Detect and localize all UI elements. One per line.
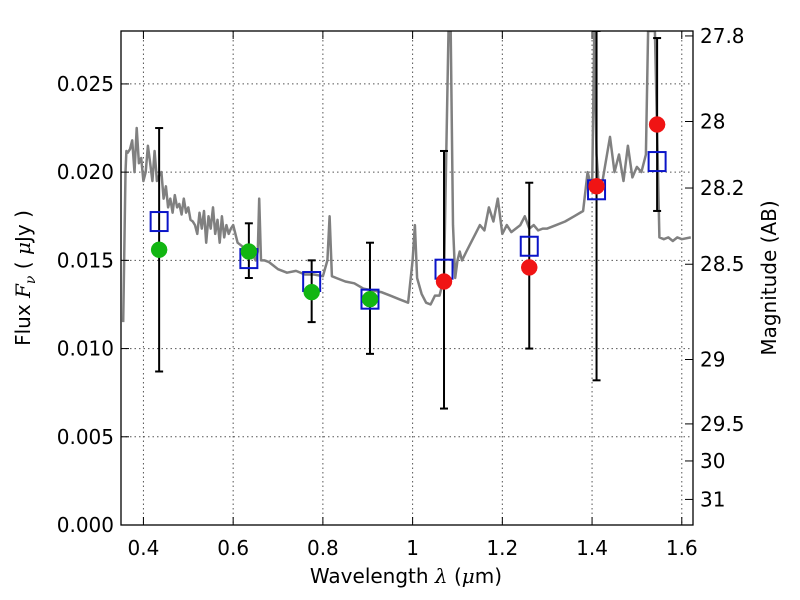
x-tick-label: 1.2 <box>486 536 518 560</box>
y-tick-label: 0.020 <box>57 160 114 184</box>
y2-tick-label: 27.8 <box>700 24 745 48</box>
x-tick-label: 0.4 <box>128 536 160 560</box>
y2-tick-label: 28.5 <box>700 252 745 276</box>
x-tick-label: 1.6 <box>666 536 698 560</box>
y2-tick-label: 31 <box>700 487 725 511</box>
y-tick-label: 0.000 <box>57 513 114 537</box>
x-tick-label: 1 <box>406 536 419 560</box>
y2-tick-label: 29.5 <box>700 412 745 436</box>
x-axis-label-unit-symbol: μ <box>462 564 475 588</box>
y-tick-label: 0.010 <box>57 337 114 361</box>
y2-tick-label: 28 <box>700 110 725 134</box>
measured-point-optical <box>303 283 320 301</box>
plot-area <box>121 31 693 525</box>
y2-tick-label: 29 <box>700 348 725 372</box>
x-tick-label: 1.4 <box>576 536 608 560</box>
measured-point-optical <box>361 290 379 308</box>
x-tick-label: 0.8 <box>307 536 339 560</box>
x-axis-label-open: ( <box>448 564 462 588</box>
y2-tick-label: 28.2 <box>700 176 745 200</box>
y2-tick-label: 30 <box>700 449 725 473</box>
y-axis-label-open: ( <box>11 255 35 276</box>
model-photometry-square <box>647 151 667 173</box>
y2-axis-label: Magnitude (AB) <box>757 200 781 355</box>
measured-point-nir <box>521 259 538 276</box>
y-tick-label: 0.015 <box>57 248 114 272</box>
plot-frame <box>120 30 694 526</box>
measured-point-nir <box>588 178 605 195</box>
measured-point-optical <box>150 241 168 259</box>
y-tick-label: 0.025 <box>57 72 114 96</box>
plot-layer <box>121 31 692 410</box>
model-photometry-square <box>149 211 169 233</box>
measured-point-nir <box>648 116 666 133</box>
model-photometry-square <box>360 288 380 310</box>
y-axis-label-prefix: Flux <box>11 298 35 346</box>
y-axis-label-symbol: F <box>11 283 35 299</box>
x-axis-label-symbol: λ <box>434 564 448 588</box>
axes: 0.4 0.6 0.8 1 1.2 1.4 1.6 0.000 0.005 0.010 0.015 0… <box>57 24 745 560</box>
y-axis-label-unit-rest: Jy ) <box>11 210 35 244</box>
y-axis-label: Flux Fν ( μJy ) <box>11 210 39 346</box>
x-tick-label: 0.6 <box>217 536 249 560</box>
measured-point-nir <box>435 273 453 290</box>
measured-point-optical <box>240 243 258 260</box>
x-axis-label-unit-rest: m) <box>475 564 502 588</box>
y-axis-label-unit-symbol: μ <box>11 242 35 255</box>
x-axis-label-prefix: Wavelength <box>310 564 435 588</box>
y-axis-label-subscript: ν <box>23 275 39 284</box>
y-tick-label: 0.005 <box>57 425 114 449</box>
x-axis-label: Wavelength λ (μm) <box>310 564 502 588</box>
model-photometry-square <box>519 235 539 257</box>
grid <box>121 31 693 525</box>
